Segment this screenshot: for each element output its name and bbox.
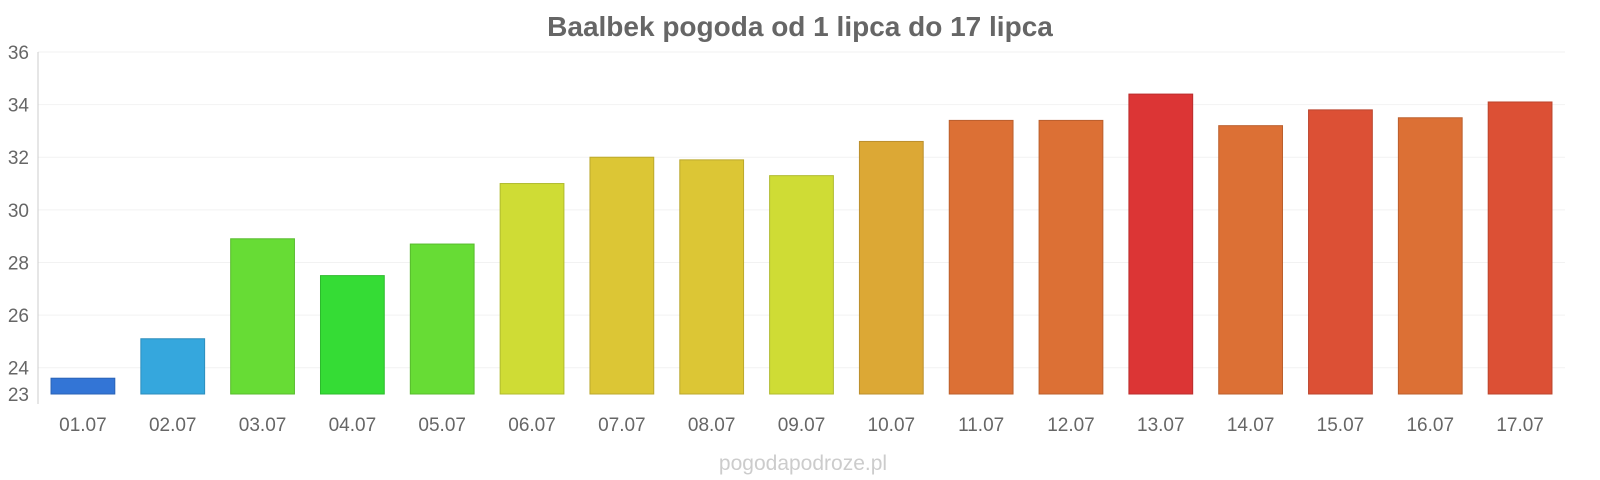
bar-04.07 [319, 275, 385, 395]
bar-08.07 [679, 159, 745, 395]
y-tick-label: 28 [8, 253, 29, 274]
y-tick-label: 24 [8, 359, 30, 380]
bar-01.07 [50, 377, 116, 395]
bar-10.07 [858, 140, 924, 395]
chart-title: Baalbek pogoda od 1 lipca do 17 lipca [547, 11, 1053, 42]
bar-06.07 [499, 183, 565, 395]
y-tick-label: 30 [8, 201, 29, 222]
x-axis-ticks: 01.07 02.07 03.07 04.07 05.07 06.07 07.07 08.07… [59, 415, 1544, 436]
x-tick-label: 11.07 [958, 415, 1004, 436]
x-tick-label: 04.07 [329, 415, 377, 436]
bar-09.07 [769, 175, 834, 395]
y-tick-label: 32 [8, 148, 29, 169]
x-tick-label: 09.07 [778, 415, 826, 436]
bar-11.07 [948, 119, 1014, 395]
x-tick-label: 05.07 [418, 415, 466, 436]
x-tick-label: 14.07 [1227, 415, 1275, 436]
x-tick-label: 13.07 [1137, 415, 1185, 436]
y-tick-label: 34 [8, 96, 30, 117]
x-tick-label: 12.07 [1047, 415, 1095, 436]
bar-07.07 [589, 156, 655, 395]
bar-14.07 [1218, 125, 1284, 395]
bar-12.07 [1038, 119, 1104, 395]
x-tick-label: 02.07 [149, 415, 197, 436]
x-tick-label: 16.07 [1406, 415, 1454, 436]
y-tick-label: 36 [8, 43, 29, 64]
x-tick-label: 01.07 [59, 415, 107, 436]
bar-02.07 [140, 338, 206, 395]
x-tick-label: 15.07 [1317, 415, 1365, 436]
bar-13.07 [1128, 93, 1194, 395]
y-tick-label: 23 [8, 385, 29, 406]
x-tick-label: 07.07 [598, 415, 646, 436]
x-tick-label: 03.07 [239, 415, 287, 436]
x-tick-label: 06.07 [508, 415, 556, 436]
bar-17.07 [1487, 101, 1553, 395]
x-tick-label: 08.07 [688, 415, 736, 436]
bar-05.07 [409, 243, 475, 395]
x-tick-label: 10.07 [868, 415, 916, 436]
bars [50, 93, 1553, 395]
bar-15.07 [1308, 109, 1373, 395]
bar-16.07 [1397, 117, 1463, 395]
watermark: pogodapodroze.pl [719, 452, 887, 475]
bar-03.07 [230, 238, 295, 395]
x-tick-label: 17.07 [1496, 415, 1544, 436]
y-tick-label: 26 [8, 306, 29, 327]
y-axis-ticks: 23 24 26 28 30 32 34 36 [8, 43, 30, 406]
